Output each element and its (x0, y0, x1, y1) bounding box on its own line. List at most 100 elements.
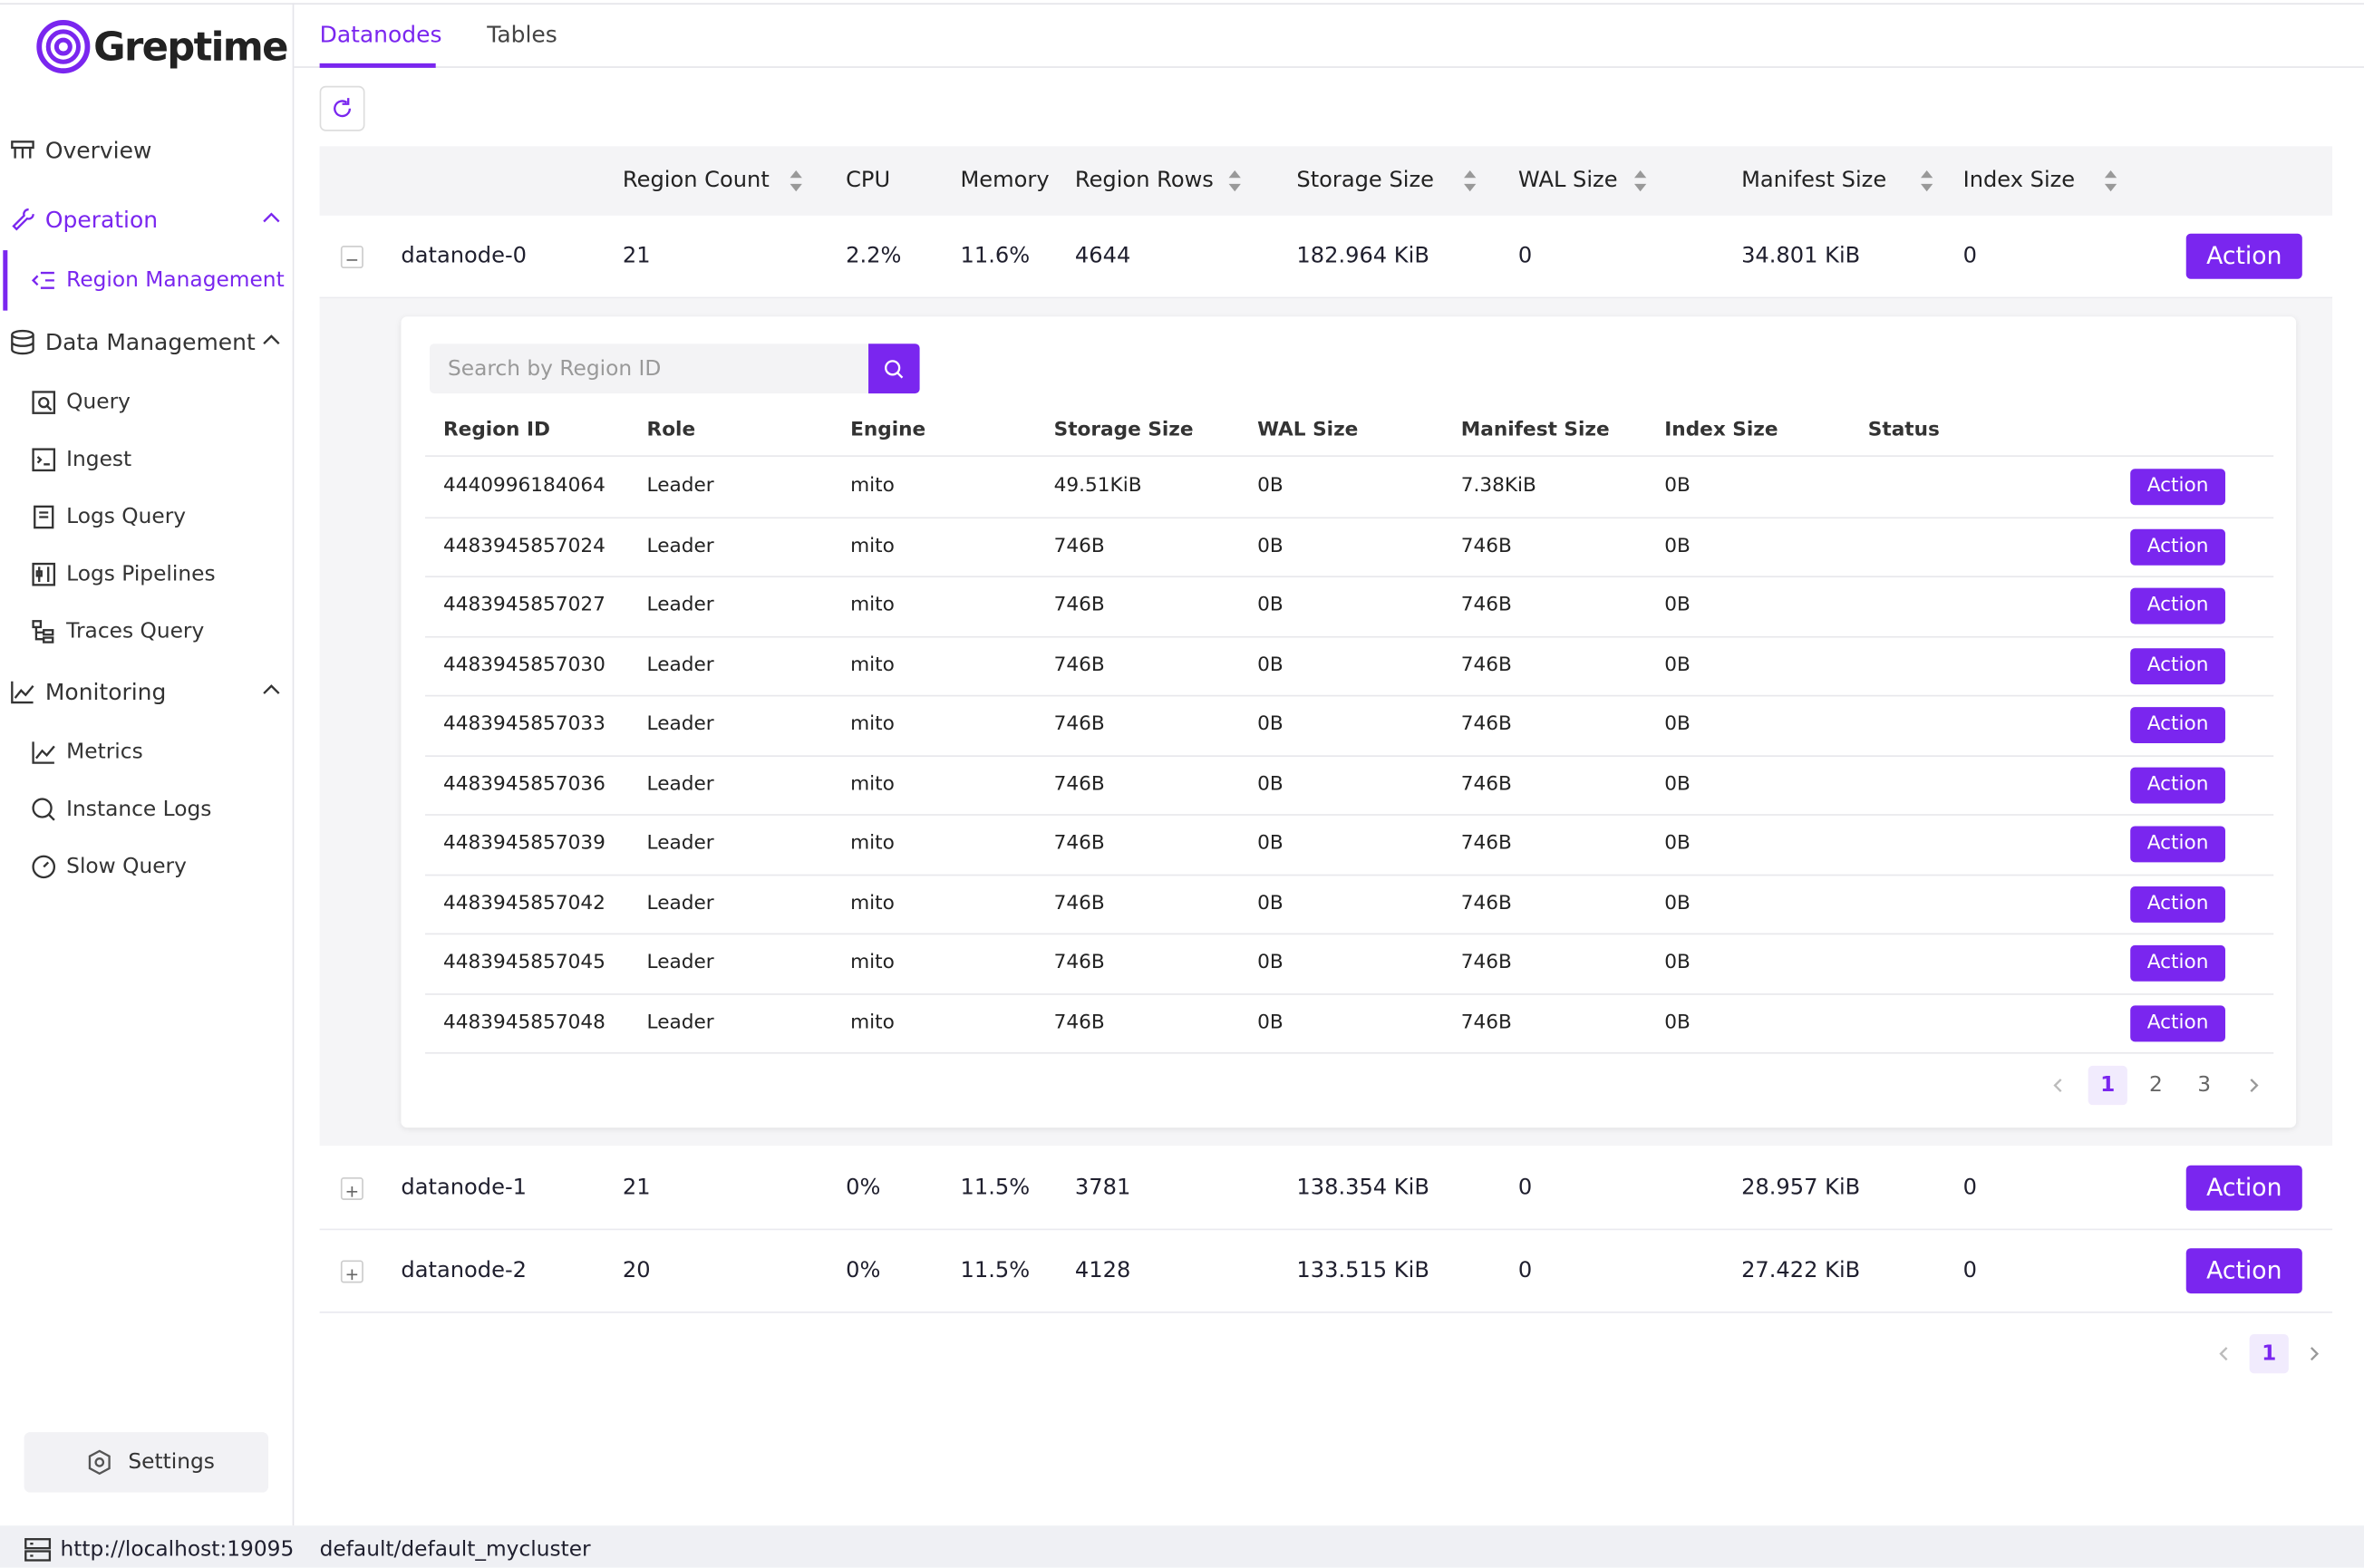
nav-item[interactable]: Query (66, 387, 131, 417)
page-next (2301, 1341, 2328, 1368)
cell: 11.5% (961, 1256, 1031, 1286)
nav-item[interactable]: Logs Query (66, 502, 186, 532)
region-row-divider (425, 576, 2273, 577)
cell: 11.6% (961, 241, 1031, 271)
region-cell: Leader (647, 651, 714, 681)
region-cell: 0B (1664, 472, 1691, 502)
region-cell: 746B (1054, 591, 1105, 621)
region-action-button[interactable]: Action (2130, 588, 2225, 624)
sort-icon (1227, 169, 1243, 193)
page-number[interactable]: 3 (2185, 1066, 2224, 1105)
expand-toggle[interactable] (341, 246, 363, 268)
region-row-divider (425, 517, 2273, 518)
cell: 28.957 KiB (1741, 1173, 1860, 1203)
region-cell: mito (850, 472, 895, 502)
nav-item[interactable]: Data Management (45, 327, 256, 357)
tab[interactable]: Tables (487, 20, 557, 50)
region-cell: 0B (1664, 949, 1691, 979)
region-cell: 0B (1257, 889, 1284, 919)
datanode-name: datanode-2 (401, 1256, 527, 1286)
cell: 21 (623, 1173, 651, 1203)
region-action-button[interactable]: Action (2130, 707, 2225, 743)
region-header: Role (647, 416, 696, 446)
nav-item[interactable]: Ingest (66, 445, 131, 475)
page-number[interactable]: 1 (2088, 1066, 2127, 1105)
cell: 0 (1963, 1173, 1977, 1203)
column-header[interactable]: Index Size (1963, 166, 2076, 196)
region-cell: Leader (647, 949, 714, 979)
region-header: Storage Size (1054, 416, 1194, 446)
region-action-button[interactable]: Action (2130, 469, 2225, 505)
nav-item[interactable]: Monitoring (45, 677, 166, 707)
region-cell: 0B (1257, 591, 1284, 621)
search-placeholder: Search by Region ID (448, 354, 661, 384)
action-button[interactable]: Action (2186, 1248, 2302, 1293)
region-cell: 0B (1664, 829, 1691, 859)
column-header[interactable]: Storage Size (1296, 166, 1434, 196)
nav-item[interactable]: Logs Pipelines (66, 559, 215, 589)
region-cell: 4483945857048 (443, 1009, 606, 1039)
nav-icon (30, 389, 57, 416)
column-header[interactable]: Region Rows (1075, 166, 1214, 196)
region-action-button[interactable]: Action (2130, 827, 2225, 863)
region-row-divider (425, 1053, 2273, 1055)
region-action-button[interactable]: Action (2130, 528, 2225, 565)
region-action-button[interactable]: Action (2130, 648, 2225, 684)
region-cell: Leader (647, 591, 714, 621)
region-cell: 746B (1461, 949, 1512, 979)
region-header: Engine (850, 416, 925, 446)
sort-icon (2103, 169, 2118, 193)
region-cell: 746B (1461, 711, 1512, 740)
nav-item[interactable]: Instance Logs (66, 795, 211, 825)
cell: 4644 (1075, 241, 1130, 271)
region-action-button[interactable]: Action (2130, 1005, 2225, 1041)
tab[interactable]: Datanodes (320, 20, 442, 50)
nav-icon (30, 446, 57, 473)
page-number[interactable]: 1 (2250, 1334, 2289, 1373)
nav-item[interactable]: Slow Query (66, 852, 187, 882)
region-cell: 0B (1664, 770, 1691, 800)
action-button[interactable]: Action (2186, 234, 2302, 279)
region-cell: 4483945857042 (443, 889, 606, 919)
expand-toggle[interactable] (341, 1177, 363, 1200)
nav-item[interactable]: Region Management (66, 266, 285, 295)
region-action-button[interactable]: Action (2130, 946, 2225, 982)
expand-toggle[interactable] (341, 1260, 363, 1282)
nav-icon (9, 207, 36, 234)
page-next (2241, 1072, 2268, 1099)
cell: 4128 (1075, 1256, 1130, 1286)
nav-item[interactable]: Metrics (66, 737, 143, 767)
region-row-divider (425, 695, 2273, 697)
column-header[interactable]: Region Count (623, 166, 770, 196)
region-cell: 4483945857027 (443, 591, 606, 621)
nav-caret (257, 205, 285, 232)
region-cell: 0B (1257, 651, 1284, 681)
nav-item[interactable]: Traces Query (66, 616, 204, 646)
cell: 21 (623, 241, 651, 271)
region-cell: 746B (1461, 889, 1512, 919)
nav-item[interactable]: Operation (45, 205, 158, 235)
region-header: Region ID (443, 416, 550, 446)
column-header: Memory (961, 166, 1050, 196)
cluster-name: default/default_mycluster (320, 1534, 591, 1564)
region-cell: Leader (647, 531, 714, 561)
column-header[interactable]: Manifest Size (1741, 166, 1886, 196)
page-prev (2044, 1072, 2071, 1099)
action-button[interactable]: Action (2186, 1166, 2302, 1211)
region-action-button[interactable]: Action (2130, 886, 2225, 923)
settings-label[interactable]: Settings (128, 1447, 215, 1477)
nav-caret (257, 677, 285, 704)
region-row-divider (425, 993, 2273, 995)
region-cell: 746B (1461, 829, 1512, 859)
column-header[interactable]: WAL Size (1518, 166, 1618, 196)
region-cell: Leader (647, 829, 714, 859)
nav-icon (30, 853, 57, 880)
brand: Greptime (93, 25, 287, 71)
cell: 34.801 KiB (1741, 241, 1860, 271)
nav-item[interactable]: Overview (45, 136, 151, 166)
sort-icon (788, 169, 803, 193)
region-cell: 746B (1054, 829, 1105, 859)
region-action-button[interactable]: Action (2130, 767, 2225, 803)
page-number[interactable]: 2 (2136, 1066, 2175, 1105)
